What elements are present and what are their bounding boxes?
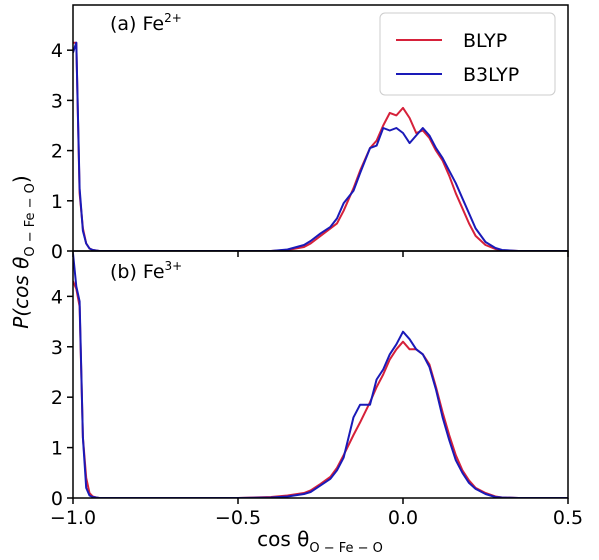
y-tick-label-b-4: 4 bbox=[51, 286, 63, 308]
series-line-blyp-b bbox=[73, 280, 568, 498]
x-tick-label-0: −1.0 bbox=[50, 507, 96, 529]
y-tick-label-b-3: 3 bbox=[51, 337, 63, 359]
y-tick-label-a-3: 3 bbox=[51, 90, 63, 112]
legend: BLYP B3LYP bbox=[379, 12, 556, 96]
legend-label-blyp: BLYP bbox=[463, 30, 507, 52]
panel-a-label-main: (a) Fe bbox=[110, 13, 164, 35]
series-line-b3lyp-b bbox=[73, 253, 568, 498]
x-axis-label: cos θO − Fe − O bbox=[257, 527, 383, 556]
y-tick-label-b-0: 0 bbox=[51, 488, 63, 510]
y-tick-label-a-4: 4 bbox=[51, 40, 63, 62]
y-tick-label-b-2: 2 bbox=[51, 387, 63, 409]
y-axis-label-suffix: ) bbox=[9, 175, 33, 183]
panel-b: 0 1 2 3 4 −1.0 −0.5 0.0 0.5 bbox=[50, 250, 583, 529]
y-tick-label-a-0: 0 bbox=[51, 241, 63, 263]
x-axis-label-prefix: cos θ bbox=[257, 527, 309, 551]
y-axis-label-prefix: P(cos θ bbox=[9, 257, 33, 329]
panel-b-label: (b) Fe3+ bbox=[110, 259, 182, 283]
axes-frame-b bbox=[72, 250, 569, 499]
legend-label-b3lyp: B3LYP bbox=[463, 64, 519, 86]
y-tick-label-b-1: 1 bbox=[51, 438, 63, 460]
panel-a-label-sup: 2+ bbox=[164, 11, 182, 25]
x-tick-label-2: 0.0 bbox=[388, 507, 418, 529]
panel-b-label-sup: 3+ bbox=[165, 259, 183, 273]
y-axis-label: P(cos θO − Fe − O) bbox=[9, 175, 38, 328]
y-tick-label-a-2: 2 bbox=[51, 141, 63, 163]
x-axis-label-sub: O − Fe − O bbox=[309, 541, 383, 556]
x-tick-label-3: 0.5 bbox=[553, 507, 583, 529]
y-axis-label-sub: O − Fe − O bbox=[23, 183, 38, 257]
panel-a-label: (a) Fe2+ bbox=[110, 11, 182, 35]
x-tick-label-1: −0.5 bbox=[215, 507, 261, 529]
y-tick-label-a-1: 1 bbox=[51, 191, 63, 213]
panel-b-label-main: (b) Fe bbox=[110, 261, 165, 283]
